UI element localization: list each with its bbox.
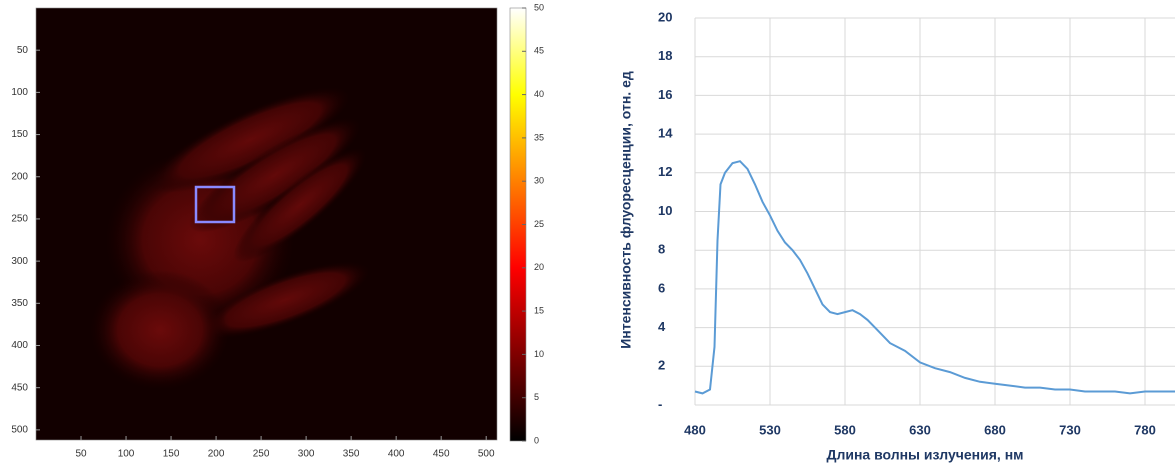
x-axis-label: Длина волны излучения, нм xyxy=(826,447,1023,463)
hand-wrist xyxy=(90,270,230,390)
y-tick-label: 14 xyxy=(658,126,673,141)
line-panel: Интенсивность флуоресценции, отн. ед Дли… xyxy=(618,9,1175,463)
y-tick-label: 50 xyxy=(17,45,29,56)
y-tick-label: 8 xyxy=(658,242,665,257)
hand-finger xyxy=(189,117,361,233)
x-tick-label: 250 xyxy=(253,449,270,460)
colorbar-tick-label: 10 xyxy=(534,349,544,359)
hand-finger xyxy=(149,87,351,193)
hand-thumb xyxy=(200,261,370,339)
colorbar-tick-label: 20 xyxy=(534,262,544,272)
x-tick-label: 500 xyxy=(478,449,495,460)
image xyxy=(36,8,497,440)
x-tick-label: 730 xyxy=(1059,422,1081,437)
x-tick-label: 580 xyxy=(834,422,856,437)
colorbar-tick-label: 30 xyxy=(534,176,544,186)
colorbar-tick-label: 5 xyxy=(534,392,539,402)
y-tick-label: 20 xyxy=(658,9,672,24)
y-tick-label: 10 xyxy=(658,203,672,218)
y-tick-label: - xyxy=(658,396,662,411)
y-tick-label: 12 xyxy=(658,164,672,179)
y-tick-label: 18 xyxy=(658,48,672,63)
image-panel: 50 100 150 200 250 300 350 400 450 50050100150200… xyxy=(11,2,544,459)
y-tick-label: 6 xyxy=(658,280,665,295)
x-tick-label: 780 xyxy=(1134,422,1156,437)
x-tick-label: 100 xyxy=(118,449,135,460)
x-tick-label: 300 xyxy=(298,449,315,460)
x-tick-label: 530 xyxy=(759,422,781,437)
y-tick-label: 300 xyxy=(11,256,28,267)
x-tick-label: 480 xyxy=(684,422,706,437)
roi-box[interactable] xyxy=(194,185,236,224)
y-tick-label: 16 xyxy=(658,87,672,102)
colorbar-tick-label: 50 xyxy=(534,2,544,12)
y-tick-label: 4 xyxy=(658,319,666,334)
colorbar-tick-label: 35 xyxy=(534,132,544,142)
y-tick-label: 450 xyxy=(11,382,28,393)
y-tick-label: 400 xyxy=(11,340,28,351)
x-tick-label: 150 xyxy=(163,449,180,460)
colorbar-tick-label: 40 xyxy=(534,89,544,99)
x-tick-label: 680 xyxy=(984,422,1006,437)
y-tick-label: 250 xyxy=(11,214,28,225)
image-frame xyxy=(35,7,498,441)
x-tick-label: 400 xyxy=(388,449,405,460)
y-tick-label: 100 xyxy=(11,87,28,98)
hand-finger xyxy=(233,147,367,263)
y-tick-label: 500 xyxy=(11,425,28,436)
y-tick-label: 350 xyxy=(11,298,28,309)
colorbar-tick-label: 0 xyxy=(534,435,539,445)
y-tick-label: 2 xyxy=(658,358,665,373)
x-tick-label: 50 xyxy=(75,449,87,460)
x-tick-label: 450 xyxy=(433,449,450,460)
data-line xyxy=(694,160,1175,395)
y-axis-label: Интенсивность флуоресценции, отн. ед xyxy=(618,71,634,349)
x-tick-label: 630 xyxy=(909,422,931,437)
y-tick-label: 200 xyxy=(11,171,28,182)
y-tick-label: 150 xyxy=(11,129,28,140)
colorbar-tick-label: 45 xyxy=(534,46,544,56)
x-tick-label: 350 xyxy=(343,449,360,460)
colorbar-tick-label: 25 xyxy=(534,219,544,229)
colorbar-tick-label: 15 xyxy=(534,305,544,315)
x-tick-label: 200 xyxy=(208,449,225,460)
